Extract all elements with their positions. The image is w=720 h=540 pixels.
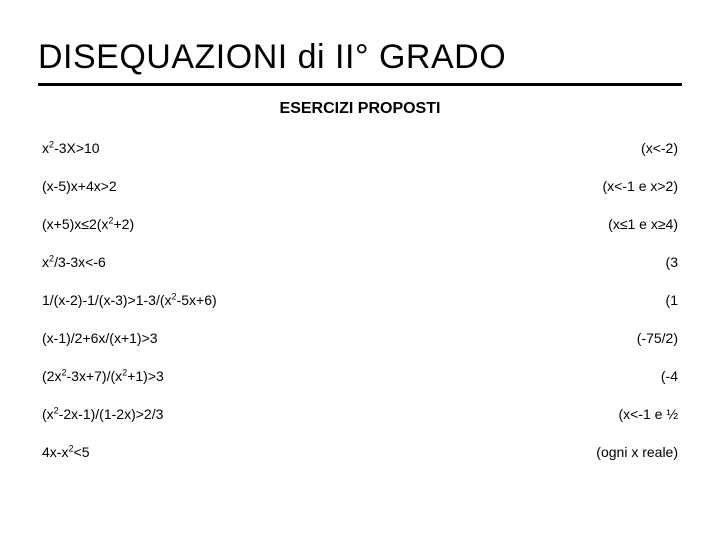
exercise-solution: (x<-2) xyxy=(641,140,678,156)
exercise-expression: x2/3-3x<-6 xyxy=(42,254,106,270)
exercise-row: 1/(x-2)-1/(x-3)>1-3/(x2-5x+6) (1 xyxy=(38,292,682,308)
exercise-row: (2x2-3x+7)/(x2+1)>3 (-4 xyxy=(38,368,682,384)
exercise-solution: (ogni x reale) xyxy=(596,444,678,460)
exercise-solution: (x<-1 e ½ xyxy=(618,406,678,422)
exercise-solution: (x≤1 e x≥4) xyxy=(608,216,678,232)
exercise-row: (x+5)x≤2(x2+2) (x≤1 e x≥4) xyxy=(38,216,682,232)
exercise-solution: (-4 xyxy=(661,368,678,384)
exercise-row: x2/3-3x<-6 (3 xyxy=(38,254,682,270)
exercise-row: x2-3X>10 (x<-2) xyxy=(38,140,682,156)
exercise-expression: (x-1)/2+6x/(x+1)>3 xyxy=(42,330,158,346)
exercise-solution: (1 xyxy=(666,292,678,308)
exercise-row: (x2-2x-1)/(1-2x)>2/3 (x<-1 e ½ xyxy=(38,406,682,422)
exercise-row: 4x-x2<5 (ogni x reale) xyxy=(38,444,682,460)
slide: DISEQUAZIONI di II° GRADO ESERCIZI PROPO… xyxy=(0,0,720,540)
page-title: DISEQUAZIONI di II° GRADO xyxy=(38,38,682,86)
exercise-list: x2-3X>10 (x<-2) (x-5)x+4x>2 (x<-1 e x>2) (x+… xyxy=(38,140,682,460)
exercise-expression: (x2-2x-1)/(1-2x)>2/3 xyxy=(42,406,163,422)
subtitle: ESERCIZI PROPOSTI xyxy=(38,100,682,118)
exercise-expression: (2x2-3x+7)/(x2+1)>3 xyxy=(42,368,164,384)
exercise-solution: (-75/2) xyxy=(637,330,678,346)
exercise-row: (x-1)/2+6x/(x+1)>3 (-75/2) xyxy=(38,330,682,346)
exercise-expression: 4x-x2<5 xyxy=(42,444,89,460)
exercise-solution: (3 xyxy=(666,254,678,270)
exercise-expression: 1/(x-2)-1/(x-3)>1-3/(x2-5x+6) xyxy=(42,292,217,308)
exercise-solution: (x<-1 e x>2) xyxy=(603,178,678,194)
exercise-row: (x-5)x+4x>2 (x<-1 e x>2) xyxy=(38,178,682,194)
exercise-expression: (x+5)x≤2(x2+2) xyxy=(42,216,134,232)
exercise-expression: x2-3X>10 xyxy=(42,140,100,156)
exercise-expression: (x-5)x+4x>2 xyxy=(42,178,117,194)
